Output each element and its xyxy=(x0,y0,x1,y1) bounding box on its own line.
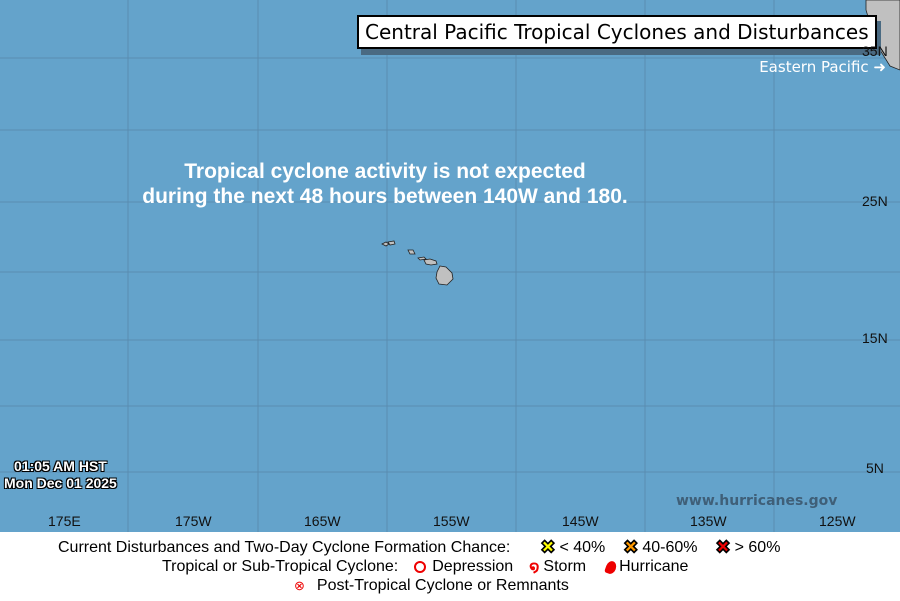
timestamp: 01:05 AM HST Mon Dec 01 2025 xyxy=(4,458,117,492)
post-tropical-label: Post-Tropical Cyclone or Remnants xyxy=(316,577,569,594)
lon-label: 165W xyxy=(304,513,341,529)
lat-label: 5N xyxy=(866,460,884,476)
eastern-pacific-link[interactable]: Eastern Pacific ➜ xyxy=(759,58,886,76)
hawaii-islands xyxy=(381,240,454,286)
lat-label: 15N xyxy=(862,330,888,346)
map-title: Central Pacific Tropical Cyclones and Di… xyxy=(357,15,877,49)
medium-chance-label: 40-60% xyxy=(642,538,698,556)
map: Central Pacific Tropical Cyclones and Di… xyxy=(0,0,900,532)
outlook-message: Tropical cyclone activity is not expecte… xyxy=(0,159,770,209)
lon-label: 175E xyxy=(48,513,81,529)
low-chance-label: < 40% xyxy=(559,538,606,556)
depression-label: Depression xyxy=(432,558,514,575)
message-line-2: during the next 48 hours between 140W an… xyxy=(142,185,628,208)
website-label: www.hurricanes.gov xyxy=(676,493,838,509)
hurricane-icon xyxy=(604,559,619,575)
disturbances-label: Current Disturbances and Two-Day Cyclone… xyxy=(58,538,511,556)
lon-label: 125W xyxy=(819,513,856,529)
high-chance-label: > 60% xyxy=(734,538,781,556)
timestamp-time: 01:05 AM HST xyxy=(14,458,107,474)
message-line-1: Tropical cyclone activity is not expecte… xyxy=(184,160,586,183)
lat-label: 25N xyxy=(862,193,888,209)
high-chance-x-icon: ✖ xyxy=(715,537,731,558)
depression-icon xyxy=(414,561,427,573)
lon-label: 175W xyxy=(175,513,212,529)
map-graticule xyxy=(0,0,900,532)
post-tropical-icon: ⊗ xyxy=(294,578,305,593)
storm-icon: ໑ xyxy=(529,559,540,576)
timestamp-date: Mon Dec 01 2025 xyxy=(4,475,117,491)
medium-chance-x-icon: ✖ xyxy=(623,537,639,558)
cyclone-label: Tropical or Sub-Tropical Cyclone: xyxy=(162,558,399,575)
low-chance-x-icon: ✖ xyxy=(540,537,556,558)
storm-label: Storm xyxy=(543,558,587,575)
lon-label: 155W xyxy=(433,513,470,529)
lon-label: 135W xyxy=(690,513,727,529)
lat-label: 35N xyxy=(862,43,888,59)
hurricane-label: Hurricane xyxy=(619,558,689,575)
lon-label: 145W xyxy=(562,513,599,529)
